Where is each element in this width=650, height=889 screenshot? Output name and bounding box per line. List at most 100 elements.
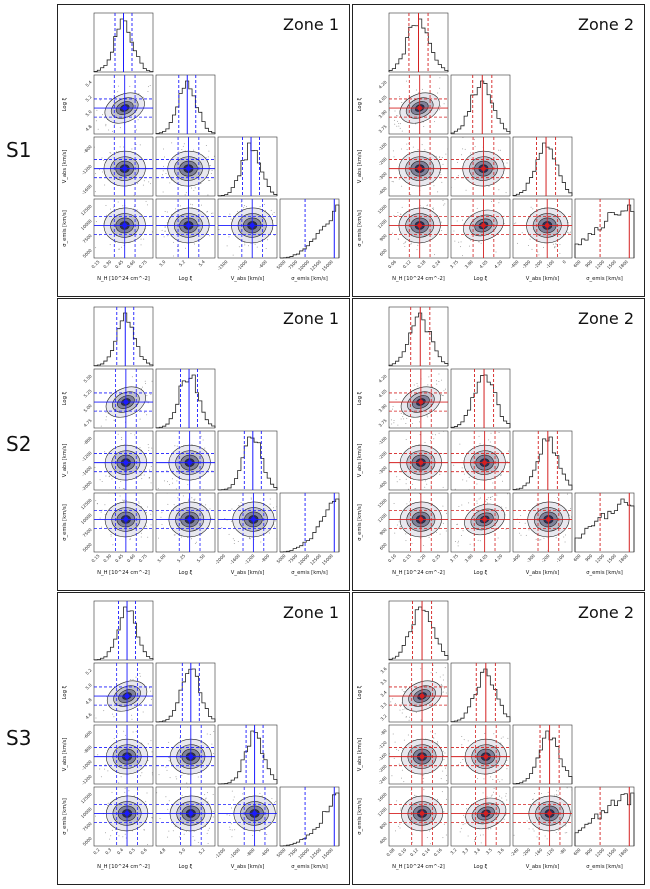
sample-point bbox=[398, 825, 400, 827]
subplot-r1-c0 bbox=[388, 359, 471, 429]
sample-point bbox=[518, 532, 520, 534]
sample-point bbox=[442, 837, 444, 839]
sample-point bbox=[226, 814, 228, 816]
sample-point bbox=[169, 777, 171, 779]
sample-point bbox=[440, 394, 442, 396]
sample-point bbox=[398, 521, 400, 523]
sample-point bbox=[169, 182, 171, 184]
x-tick-label: 0.5 bbox=[128, 847, 136, 855]
sample-point bbox=[394, 741, 396, 743]
sample-point bbox=[479, 443, 481, 445]
sample-point bbox=[555, 243, 557, 245]
sample-point bbox=[250, 498, 252, 500]
sample-point bbox=[140, 244, 142, 246]
zone-label: Zone 2 bbox=[578, 603, 634, 622]
sample-point bbox=[392, 733, 394, 735]
sample-point bbox=[538, 254, 540, 256]
sample-point bbox=[238, 505, 240, 507]
sample-point bbox=[150, 482, 152, 484]
subplot-r2-c2 bbox=[217, 136, 278, 197]
sample-point bbox=[153, 751, 154, 752]
sample-point bbox=[462, 814, 464, 816]
x-tick-label: 0.45 bbox=[114, 259, 124, 269]
sample-point bbox=[512, 524, 513, 525]
sample-point bbox=[399, 709, 401, 711]
zone-label: Zone 1 bbox=[283, 15, 339, 34]
sample-point bbox=[498, 189, 500, 191]
sample-point bbox=[403, 739, 405, 741]
sample-point bbox=[164, 226, 166, 228]
y-tick-label: 1500 bbox=[377, 497, 388, 508]
sample-point bbox=[207, 194, 209, 196]
y-tick-label: 3.90 bbox=[378, 403, 388, 413]
sample-point bbox=[458, 241, 460, 243]
sample-point bbox=[444, 752, 446, 754]
subplot-r0-c0 bbox=[93, 12, 154, 73]
sample-point bbox=[124, 791, 126, 793]
subplot-frame bbox=[388, 600, 449, 661]
sample-point bbox=[224, 518, 226, 520]
sample-point bbox=[446, 780, 448, 782]
x-tick-label: 600 bbox=[572, 847, 581, 856]
subplot-r3-c1 bbox=[450, 492, 511, 553]
sample-point bbox=[440, 174, 442, 176]
sample-point bbox=[470, 359, 471, 360]
x-tick-label: 5.0 bbox=[178, 847, 186, 855]
sample-point bbox=[501, 779, 503, 781]
sample-point bbox=[108, 493, 110, 494]
zone-label: Zone 2 bbox=[578, 309, 634, 328]
y-tick-label: -1200 bbox=[81, 774, 93, 786]
sample-point bbox=[510, 482, 511, 483]
sample-point bbox=[556, 496, 558, 498]
sample-point bbox=[166, 211, 168, 213]
subplot-r3-c3 bbox=[574, 198, 635, 259]
sample-point bbox=[447, 452, 448, 454]
sample-point bbox=[428, 199, 430, 200]
sample-point bbox=[176, 480, 178, 482]
sample-point bbox=[186, 782, 188, 784]
sample-point bbox=[97, 128, 99, 130]
sample-point bbox=[211, 743, 213, 745]
subplot-r2-c2 bbox=[512, 430, 573, 491]
histogram-line bbox=[155, 80, 216, 134]
sample-point bbox=[145, 525, 147, 527]
sample-point bbox=[506, 799, 508, 801]
sample-point bbox=[442, 522, 444, 524]
sample-point bbox=[101, 526, 103, 528]
sample-point bbox=[501, 506, 503, 508]
sample-point bbox=[406, 143, 408, 145]
sample-point bbox=[573, 205, 574, 206]
x-axis-label: σ_emis [km/s] bbox=[586, 276, 622, 282]
sample-point bbox=[134, 434, 136, 436]
sample-point bbox=[556, 795, 558, 797]
sample-point bbox=[476, 502, 478, 504]
sample-point bbox=[150, 524, 152, 526]
sample-point bbox=[432, 207, 434, 209]
x-tick-label: 0.30 bbox=[102, 259, 112, 269]
sample-point bbox=[162, 191, 164, 193]
sample-point bbox=[401, 101, 403, 103]
sample-point bbox=[486, 502, 488, 504]
subplot-r1-c1 bbox=[155, 662, 216, 723]
sample-point bbox=[207, 156, 209, 158]
sample-point bbox=[112, 130, 114, 132]
sample-point bbox=[404, 687, 406, 689]
sample-point bbox=[95, 195, 97, 196]
sample-point bbox=[94, 815, 96, 817]
sample-point bbox=[122, 499, 124, 501]
subplot-r2-c2 bbox=[217, 430, 278, 491]
subplot-r2-c1 bbox=[155, 430, 216, 491]
sample-point bbox=[183, 833, 185, 835]
sample-point bbox=[401, 185, 403, 187]
sample-point bbox=[125, 837, 127, 839]
sample-point bbox=[233, 796, 235, 798]
sample-point bbox=[457, 161, 459, 163]
sample-point bbox=[272, 507, 274, 509]
sample-point bbox=[269, 503, 271, 505]
sample-point bbox=[204, 794, 206, 796]
sample-point bbox=[185, 247, 187, 249]
sample-point bbox=[244, 242, 246, 244]
sample-point bbox=[229, 213, 231, 215]
sample-point bbox=[173, 241, 175, 243]
sample-point bbox=[462, 148, 464, 150]
